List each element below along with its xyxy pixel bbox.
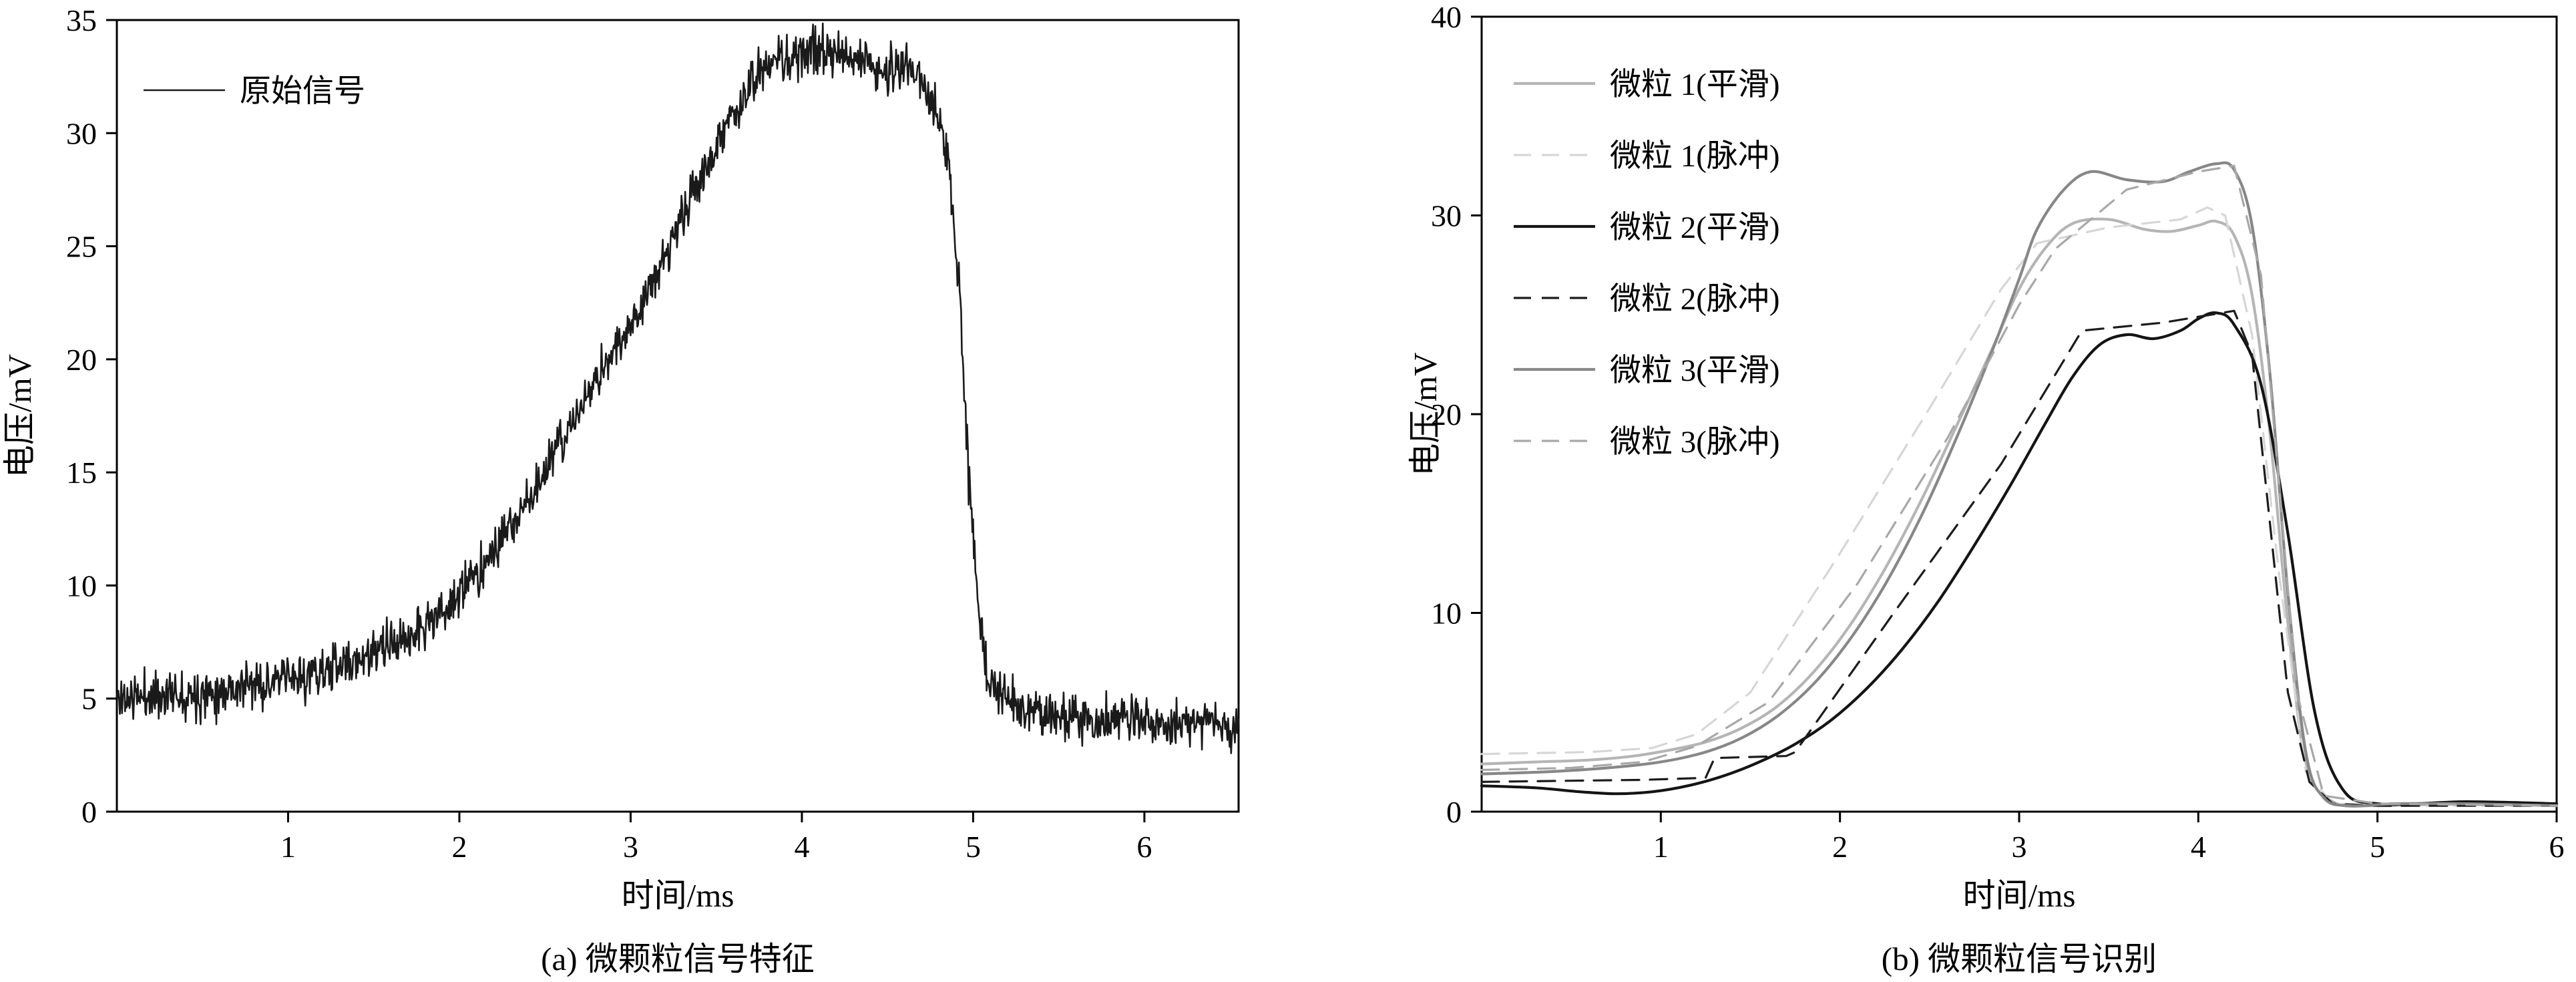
chart-a-panel: 1 2 3 4 5 6 0 5 10 15 20 25 30 35 时间/ms 电压/mV 原始信号 (a) 微… bbox=[1, 3, 1240, 977]
svg-text:30: 30 bbox=[66, 116, 97, 150]
svg-text:电压/mV: 电压/mV bbox=[1, 354, 38, 478]
svg-text:0: 0 bbox=[1446, 795, 1462, 829]
svg-text:25: 25 bbox=[66, 230, 97, 264]
svg-text:5: 5 bbox=[965, 830, 981, 864]
svg-text:2: 2 bbox=[451, 830, 467, 864]
chart-a-canvas: 1 2 3 4 5 6 0 5 10 15 20 25 30 35 时间/ms 电压/mV 原始信号 bbox=[1, 3, 1240, 914]
svg-text:4: 4 bbox=[2191, 830, 2206, 864]
svg-text:6: 6 bbox=[2549, 830, 2565, 864]
svg-text:时间/ms: 时间/ms bbox=[1963, 877, 2076, 914]
svg-text:3: 3 bbox=[623, 830, 638, 864]
svg-text:40: 40 bbox=[1431, 0, 1462, 34]
chart-b-caption: (b) 微颗粒信号识别 bbox=[1881, 941, 2157, 977]
svg-text:微粒 1(平滑): 微粒 1(平滑) bbox=[1610, 67, 1780, 102]
svg-text:3: 3 bbox=[2012, 830, 2027, 864]
svg-text:20: 20 bbox=[1431, 397, 1462, 432]
svg-text:微粒 2(平滑): 微粒 2(平滑) bbox=[1610, 210, 1780, 245]
svg-text:5: 5 bbox=[2370, 830, 2385, 864]
svg-text:微粒 3(平滑): 微粒 3(平滑) bbox=[1610, 353, 1780, 388]
chart-b-canvas: 1 2 3 4 5 6 0 10 20 30 40 时间/ms 电压/mV 微粒 1(平滑) 微粒 1(脉冲… bbox=[1407, 0, 2565, 914]
svg-text:0: 0 bbox=[81, 795, 97, 829]
svg-text:35: 35 bbox=[66, 3, 97, 37]
svg-text:微粒 2(脉冲): 微粒 2(脉冲) bbox=[1610, 282, 1780, 317]
svg-text:30: 30 bbox=[1431, 199, 1462, 233]
svg-text:1: 1 bbox=[280, 830, 296, 864]
svg-text:电压/mV: 电压/mV bbox=[1407, 352, 1444, 476]
svg-text:微粒 3(脉冲): 微粒 3(脉冲) bbox=[1610, 425, 1780, 460]
chart-a-caption: (a) 微颗粒信号特征 bbox=[541, 941, 815, 977]
svg-text:20: 20 bbox=[66, 343, 97, 377]
svg-text:6: 6 bbox=[1136, 830, 1152, 864]
svg-text:10: 10 bbox=[66, 568, 97, 603]
svg-text:5: 5 bbox=[81, 682, 97, 716]
svg-text:1: 1 bbox=[1653, 830, 1669, 864]
chart-b-panel: 1 2 3 4 5 6 0 10 20 30 40 时间/ms 电压/mV 微粒 1(平滑) 微粒 1(脉冲… bbox=[1288, 0, 2576, 982]
svg-text:15: 15 bbox=[66, 456, 97, 490]
svg-text:10: 10 bbox=[1431, 597, 1462, 631]
svg-text:时间/ms: 时间/ms bbox=[622, 877, 734, 914]
svg-text:4: 4 bbox=[794, 830, 809, 864]
svg-text:微粒 1(脉冲): 微粒 1(脉冲) bbox=[1610, 139, 1780, 174]
svg-text:2: 2 bbox=[1832, 830, 1848, 864]
svg-text:原始信号: 原始信号 bbox=[240, 74, 365, 109]
